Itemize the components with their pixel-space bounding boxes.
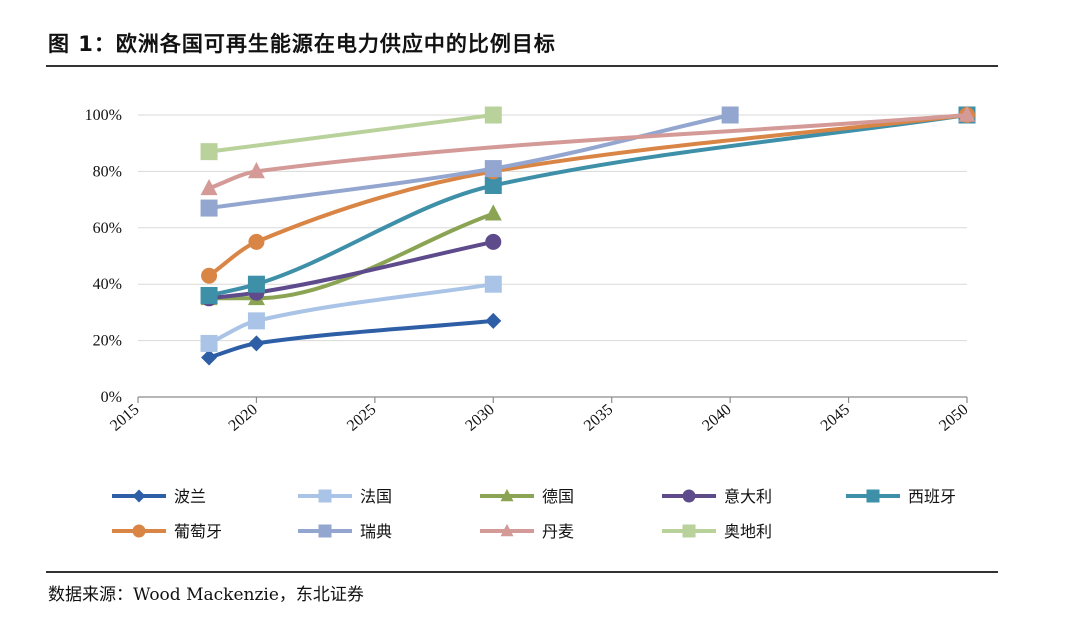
data-point-3 [485,233,502,250]
x-tick-label: 2035 [581,401,616,435]
x-tick-label: 2040 [699,401,734,435]
legend-label: 丹麦 [542,522,574,541]
x-tick-label: 2030 [462,401,497,435]
data-point-7 [958,105,976,122]
x-tick-label: 2015 [107,401,142,435]
chart-title: 图 1：欧洲各国可再生能源在电力供应中的比例目标 [48,32,556,56]
legend-label: 意大利 [724,487,772,506]
legend-marker [318,524,332,538]
data-point-6 [200,199,218,217]
data-point-8 [200,143,218,161]
legend-item: 西班牙 [846,487,956,506]
data-point-7 [247,162,265,179]
legend-label: 波兰 [174,487,206,506]
y-tick-label: 40% [93,276,122,293]
data-point-1 [247,312,265,330]
data-point-1 [484,275,502,293]
y-tick-label: 20% [93,333,122,350]
legend-item: 奥地利 [662,522,772,541]
legend-label: 德国 [542,487,574,506]
data-point-6 [721,106,739,124]
data-point-2 [484,204,502,221]
legend-marker [500,523,514,537]
legend-marker [500,488,514,502]
x-tick-label: 2045 [818,401,853,435]
legend-label: 瑞典 [360,522,392,541]
y-tick-label: 80% [93,163,122,180]
series-line-1 [207,282,496,346]
series-line-8 [207,113,496,154]
series-line-2 [207,211,496,301]
legend-label: 法国 [360,487,392,506]
legend-item: 瑞典 [298,522,392,541]
legend-marker [682,489,696,503]
legend-marker [866,489,880,503]
source-note: 数据来源：Wood Mackenzie，东北证券 [48,585,364,605]
x-tick-label: 2050 [936,401,971,435]
data-point-4 [247,275,265,293]
y-tick-label: 60% [93,220,122,237]
legend-marker [132,489,146,503]
data-point-6 [484,160,502,178]
data-point-4 [484,177,502,194]
data-point-5 [248,233,265,250]
y-tick-label: 100% [85,107,122,124]
legend-marker [318,489,332,503]
legend-marker [132,524,146,538]
series-line-7 [207,113,969,191]
legend-item: 意大利 [662,487,772,506]
data-point-0 [248,335,265,352]
x-tick-label: 2020 [226,401,261,435]
title-rule [46,65,998,67]
legend-marker [682,524,696,538]
data-point-0 [201,349,218,366]
legend-item: 葡萄牙 [112,522,222,541]
legend-item: 丹麦 [480,522,574,541]
series-line-6 [207,113,733,211]
series-line-0 [207,318,496,360]
data-point-8 [484,106,502,124]
legend-label: 西班牙 [908,487,956,506]
data-point-0 [485,312,502,329]
legend-item: 德国 [480,487,574,506]
y-tick-label: 0% [101,389,122,406]
data-point-4 [200,286,218,304]
footer-rule [46,571,998,573]
x-tick-label: 2025 [344,401,379,435]
data-point-5 [201,267,218,284]
data-point-7 [200,178,218,196]
data-point-1 [200,334,218,352]
legend-label: 葡萄牙 [174,522,222,541]
legend-item: 波兰 [112,487,206,506]
legend-item: 法国 [298,487,392,506]
series-line-3 [207,239,496,301]
legend-label: 奥地利 [724,522,772,541]
